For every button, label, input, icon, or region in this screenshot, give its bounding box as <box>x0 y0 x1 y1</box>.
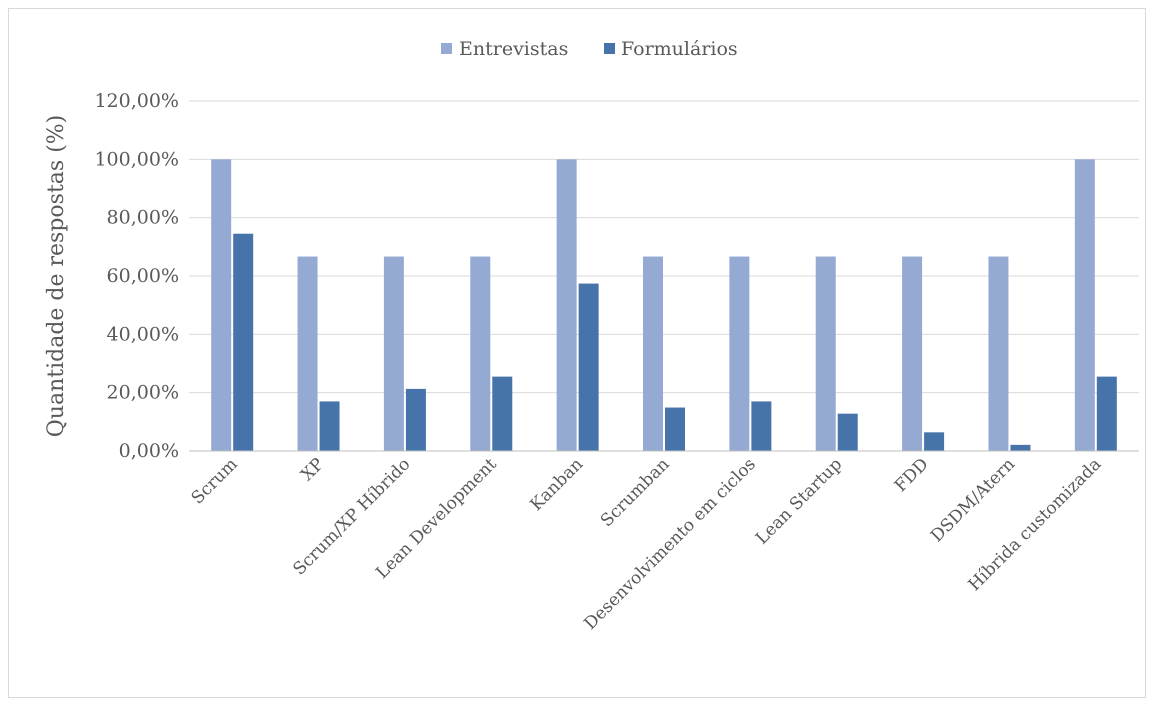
bar-formularios <box>492 376 513 451</box>
bar-chart: 0,00% 20,00% 40,00% 60,00% 80,00% 100,00% 120,… <box>44 38 1139 634</box>
legend-label: Entrevistas <box>459 38 568 60</box>
chart-frame: 0,00% 20,00% 40,00% 60,00% 80,00% 100,00% 120,… <box>8 8 1146 698</box>
y-tick-label: 0,00% <box>119 440 179 462</box>
bar-entrevistas <box>470 256 491 451</box>
y-tick-label: 80,00% <box>107 207 179 229</box>
bar-entrevistas <box>988 256 1009 451</box>
bar-entrevistas <box>902 256 923 451</box>
x-tick-label: XP <box>297 454 328 485</box>
bar-entrevistas <box>643 256 663 451</box>
y-tick-label: 40,00% <box>107 323 179 345</box>
bar-formularios <box>751 401 772 451</box>
y-tick-label: 100,00% <box>94 148 179 170</box>
bar-formularios <box>665 407 685 451</box>
x-tick-label: Lean Startup <box>752 454 846 548</box>
x-tick-label: Desenvolvimento em ciclos <box>580 454 759 633</box>
bar-entrevistas <box>815 256 836 451</box>
bar-formularios <box>405 388 426 451</box>
x-tick-label: Scrumban <box>597 454 674 531</box>
gridlines <box>189 100 1139 394</box>
x-tick-label: FDD <box>891 454 933 496</box>
bar-formularios <box>233 233 254 451</box>
bar-formularios <box>1096 376 1117 451</box>
bar-formularios <box>837 413 858 451</box>
bar-entrevistas <box>729 256 750 451</box>
bars <box>211 159 1117 452</box>
y-tick-label: 60,00% <box>107 265 179 287</box>
y-tick-label: 20,00% <box>107 382 179 404</box>
legend: Entrevistas Formulários <box>441 38 738 60</box>
legend-label: Formulários <box>621 38 738 60</box>
bar-entrevistas <box>1074 159 1095 452</box>
x-tick-label: Kanban <box>527 454 588 515</box>
bar-entrevistas <box>211 159 232 452</box>
x-tick-label: Scrum <box>188 454 242 508</box>
y-tick-label: 120,00% <box>94 90 179 112</box>
bar-entrevistas <box>297 256 318 451</box>
bar-entrevistas <box>556 159 577 452</box>
y-axis-title: Quantidade de respostas (%) <box>44 115 69 438</box>
y-tick-labels: 0,00% 20,00% 40,00% 60,00% 80,00% 100,00% 120,… <box>94 90 179 462</box>
bar-formularios <box>319 401 340 451</box>
x-tick-label: DSDM/Atern <box>927 454 1019 546</box>
legend-swatch <box>604 43 615 54</box>
legend-swatch <box>441 43 452 54</box>
bar-formularios <box>578 283 599 451</box>
bar-entrevistas <box>383 256 404 451</box>
bar-formularios <box>924 432 945 451</box>
bar-formularios <box>1010 444 1031 451</box>
